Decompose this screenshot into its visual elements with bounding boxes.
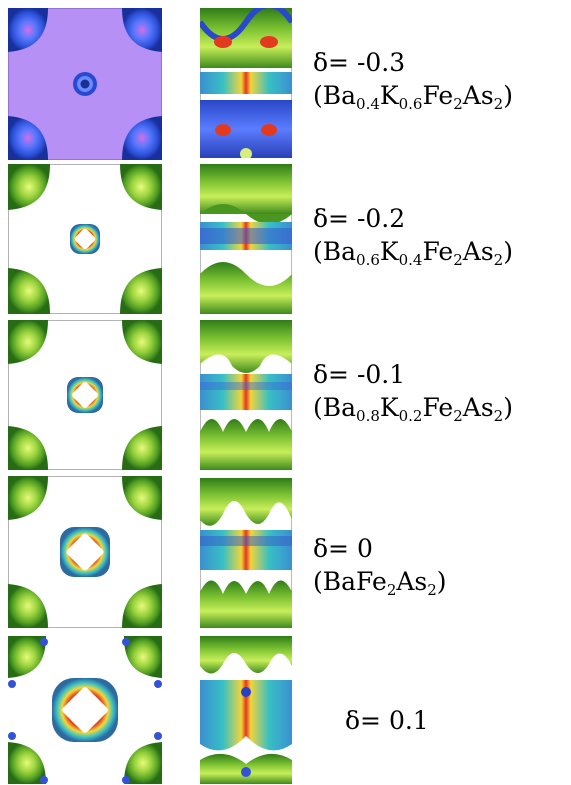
formula-subscript: 0.4 [398, 251, 423, 269]
formula-text: K [379, 393, 399, 422]
delta-value: δ= -0.2 [313, 204, 406, 233]
formula-text: As [396, 567, 428, 596]
fermi-surface-top-view-row-1 [8, 8, 162, 160]
fermi-surface-top-view-row-5 [8, 636, 162, 784]
compound-formula: (BaFe2As2) [313, 565, 447, 598]
formula-subscript: 0.8 [356, 407, 380, 425]
fermi-surface-top-view-row-2 [8, 164, 162, 314]
fermi-surface-side-view-row-3 [200, 320, 292, 470]
compound-formula: (Ba0.6K0.4Fe2As2) [313, 235, 513, 268]
delta-value: δ= 0 [313, 534, 373, 563]
formula-subscript: 2 [493, 407, 504, 425]
formula-subscript: 0.6 [398, 95, 423, 113]
formula-subscript: 2 [453, 251, 463, 269]
formula-text: ) [436, 567, 447, 596]
formula-subscript: 0.6 [356, 251, 380, 269]
fermi-surface-side-view-row-5 [200, 636, 292, 784]
formula-subscript: 0.4 [356, 95, 380, 113]
formula-text: (Ba [313, 393, 357, 422]
formula-text: K [379, 81, 399, 110]
formula-subscript: 2 [386, 581, 397, 599]
formula-subscript: 2 [493, 95, 504, 113]
delta-value: δ= -0.3 [313, 48, 406, 77]
doping-label-row-2: δ= -0.2 (Ba0.6K0.4Fe2As2) [313, 202, 513, 268]
formula-text: ) [503, 393, 513, 422]
formula-text: Fe [422, 237, 454, 266]
compound-formula: (Ba0.4K0.6Fe2As2) [313, 79, 513, 112]
fermi-surface-side-view-row-2 [200, 164, 292, 314]
formula-text: (Ba [313, 81, 357, 110]
formula-text: As [462, 237, 494, 266]
doping-label-row-4: δ= 0 (BaFe2As2) [313, 532, 447, 598]
formula-subscript: 2 [453, 95, 463, 113]
formula-subscript: 0.2 [398, 407, 423, 425]
delta-value: δ= -0.1 [313, 360, 406, 389]
formula-text: K [379, 237, 399, 266]
formula-text: ) [503, 237, 513, 266]
doping-label-row-5: δ= 0.1 [345, 704, 429, 737]
formula-text: (BaFe [313, 567, 387, 596]
fermi-surface-side-view-row-4 [200, 478, 292, 628]
compound-formula: (Ba0.8K0.2Fe2As2) [313, 391, 513, 424]
formula-subscript: 2 [453, 407, 463, 425]
formula-text: Fe [422, 393, 454, 422]
formula-subscript: 2 [427, 581, 437, 599]
doping-label-row-1: δ= -0.3 (Ba0.4K0.6Fe2As2) [313, 46, 513, 112]
formula-text: As [462, 393, 494, 422]
fermi-surface-top-view-row-3 [8, 320, 162, 470]
delta-value: δ= 0.1 [345, 706, 429, 735]
fermi-surface-top-view-row-4 [8, 476, 162, 628]
formula-text: As [462, 81, 494, 110]
formula-text: ) [503, 81, 513, 110]
fermi-surface-side-view-row-1 [200, 8, 292, 158]
formula-text: Fe [422, 81, 454, 110]
formula-text: (Ba [313, 237, 357, 266]
formula-subscript: 2 [493, 251, 504, 269]
doping-label-row-3: δ= -0.1 (Ba0.8K0.2Fe2As2) [313, 358, 513, 424]
